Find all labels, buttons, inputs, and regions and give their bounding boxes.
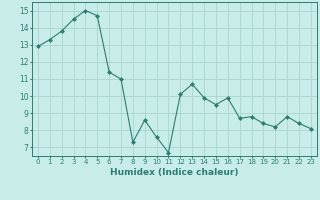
X-axis label: Humidex (Indice chaleur): Humidex (Indice chaleur): [110, 168, 239, 177]
